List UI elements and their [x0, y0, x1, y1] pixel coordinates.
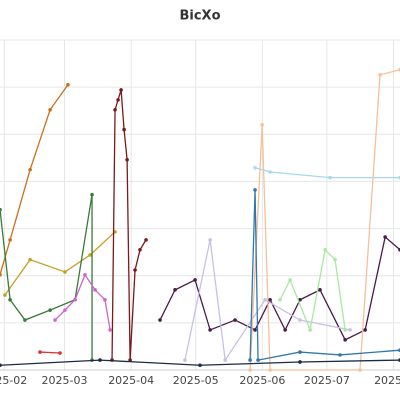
data-point — [93, 288, 97, 292]
data-point — [248, 368, 252, 372]
data-point — [183, 358, 187, 362]
data-point — [63, 270, 67, 274]
x-tick-label: 2025-05 — [173, 374, 219, 387]
data-point — [198, 363, 202, 368]
data-point — [63, 308, 67, 312]
data-point — [119, 88, 123, 92]
data-point — [208, 328, 212, 332]
x-tick-label: 2025-03 — [42, 374, 88, 387]
data-point — [158, 318, 162, 322]
data-point — [253, 188, 257, 192]
data-point — [263, 297, 267, 302]
series-line — [279, 248, 346, 333]
data-point — [378, 73, 382, 77]
data-point — [253, 165, 257, 170]
series-line — [0, 194, 93, 361]
x-tick-label: 2025-07 — [304, 374, 350, 387]
series-line — [39, 351, 61, 354]
data-point — [233, 318, 237, 322]
data-point — [358, 368, 362, 372]
data-point — [53, 318, 57, 322]
data-point — [298, 350, 302, 354]
data-point — [0, 272, 2, 277]
series-line — [4, 231, 116, 296]
data-point — [253, 328, 257, 332]
data-point — [256, 358, 260, 362]
data-point — [248, 358, 252, 362]
series-line — [111, 89, 147, 361]
data-point — [122, 127, 126, 132]
data-point — [260, 123, 264, 127]
data-point — [173, 288, 177, 292]
data-point — [103, 297, 107, 302]
chart-title: BicXo — [179, 9, 220, 24]
x-tick-label: 2025-06 — [239, 374, 285, 387]
data-point — [333, 257, 337, 262]
series-line — [249, 69, 400, 371]
data-point — [73, 297, 77, 302]
data-point — [108, 328, 112, 332]
series-line — [249, 189, 400, 361]
data-point — [348, 328, 352, 332]
data-point — [288, 278, 292, 282]
data-point — [125, 157, 129, 162]
data-point — [208, 238, 212, 242]
data-point — [8, 297, 12, 302]
data-point — [23, 318, 27, 322]
data-point — [298, 318, 302, 322]
data-point — [133, 268, 137, 272]
data-point — [88, 253, 92, 257]
data-point — [383, 235, 387, 239]
data-point — [8, 238, 12, 242]
data-point — [113, 107, 117, 112]
series-line — [254, 167, 400, 179]
data-point — [28, 257, 32, 262]
series-line — [159, 235, 400, 341]
data-point — [343, 328, 347, 332]
data-point — [116, 98, 120, 102]
data-point — [144, 238, 148, 242]
data-point — [48, 107, 52, 112]
data-point — [308, 328, 312, 332]
data-point — [298, 360, 302, 364]
data-point — [323, 247, 327, 252]
data-point — [268, 170, 272, 174]
data-point — [193, 278, 197, 282]
data-point — [318, 288, 322, 292]
data-point — [28, 167, 32, 172]
data-point — [90, 192, 94, 197]
data-point — [48, 308, 52, 312]
data-point — [343, 338, 347, 342]
data-point — [268, 368, 272, 372]
data-point — [298, 297, 302, 302]
data-point — [3, 293, 7, 297]
x-tick-label: 2025-0 — [374, 374, 400, 387]
data-point — [38, 350, 42, 354]
data-point — [0, 207, 2, 212]
x-tick-label: 2025-04 — [108, 374, 154, 387]
series-line — [0, 84, 69, 275]
data-point — [138, 247, 142, 252]
data-point — [66, 82, 70, 87]
data-point — [268, 297, 272, 302]
x-tick-label: 2025-02 — [0, 374, 27, 387]
data-point — [83, 272, 87, 277]
data-point — [363, 328, 367, 332]
data-point — [58, 351, 62, 355]
data-point — [98, 358, 102, 362]
data-point — [283, 328, 287, 332]
series-line — [54, 273, 111, 331]
data-point — [278, 297, 282, 302]
data-point — [223, 358, 227, 362]
series-line — [184, 239, 351, 362]
data-point — [338, 353, 342, 357]
data-point — [328, 175, 332, 180]
data-point — [0, 363, 2, 368]
